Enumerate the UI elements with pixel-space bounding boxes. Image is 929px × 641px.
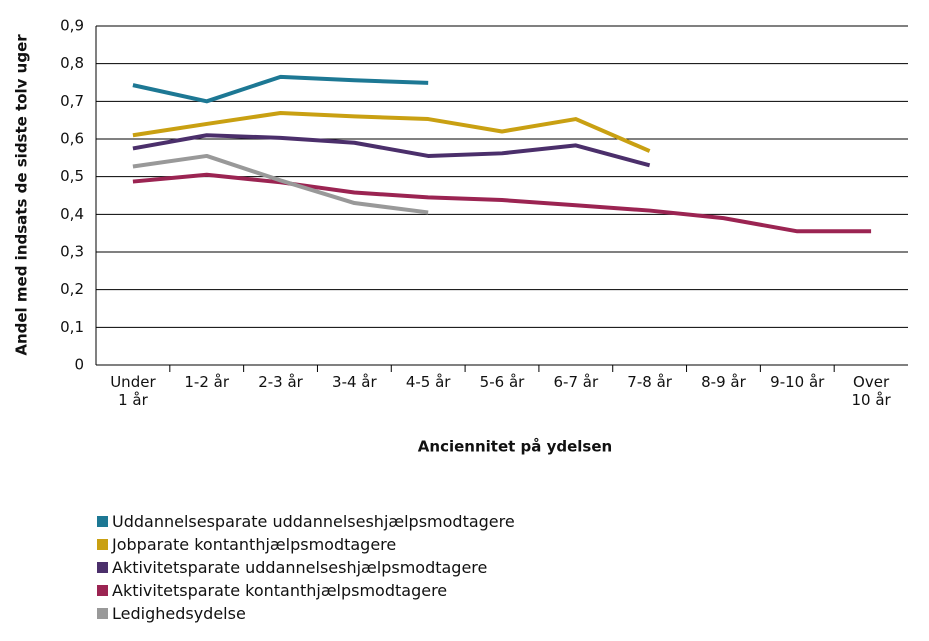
- legend-entry: Aktivitetsparate uddannelseshjælpsmodtag…: [97, 558, 487, 577]
- x-tick-label: 4-5 år: [405, 373, 451, 391]
- legend-label: Jobparate kontanthjælpsmodtagere: [112, 535, 397, 554]
- x-tick-label: 3-4 år: [332, 373, 377, 391]
- y-tick-label: 0,6: [60, 130, 84, 148]
- series-line: [132, 111, 651, 153]
- y-tick-label: 0,7: [60, 92, 84, 110]
- legend-entry: Ledighedsydelse: [97, 604, 246, 623]
- legend-entry: Uddannelsesparate uddannelseshjælpsmodta…: [97, 512, 515, 531]
- y-tick-label: 0,3: [60, 243, 84, 261]
- legend-swatch: [97, 539, 108, 550]
- x-tick-label: 6-7 år: [553, 373, 599, 391]
- x-tick-label: 7-8 år: [627, 373, 672, 391]
- y-axis-label: Andel med indsats de sidste tolv uger: [13, 34, 31, 356]
- x-tick-label: 2-3 år: [258, 373, 303, 391]
- legend-entry: Jobparate kontanthjælpsmodtagere: [97, 535, 396, 554]
- y-tick-label: 0,8: [60, 54, 84, 72]
- x-tick-label: Over 10 år: [851, 373, 891, 409]
- y-tick-label: 0,9: [60, 17, 84, 35]
- y-tick-label: 0,1: [60, 318, 84, 336]
- series-line: [132, 172, 872, 234]
- series-line: [132, 153, 429, 215]
- legend-label: Aktivitetsparate uddannelseshjælpsmodtag…: [112, 558, 488, 577]
- y-tick-label: 0: [74, 356, 84, 374]
- x-tick-label: 9-10 år: [770, 373, 825, 391]
- y-tick-label: 0,4: [60, 205, 84, 223]
- legend-label: Uddannelsesparate uddannelseshjælpsmodta…: [112, 512, 515, 531]
- legend-swatch: [97, 516, 108, 527]
- x-tick-label: 1-2 år: [184, 373, 230, 391]
- x-tick-label: 8-9 år: [701, 373, 746, 391]
- legend-swatch: [97, 608, 108, 619]
- x-tick-label: 5-6 år: [479, 373, 525, 391]
- legend-swatch: [97, 562, 108, 573]
- series-line: [132, 133, 651, 168]
- legend-label: Aktivitetsparate kontanthjælpsmodtagere: [112, 581, 448, 600]
- series-line: [132, 74, 429, 104]
- x-axis-label: Anciennitet på ydelsen: [418, 438, 612, 456]
- legend-entry: Aktivitetsparate kontanthjælpsmodtagere: [97, 581, 447, 600]
- y-tick-label: 0,2: [60, 280, 84, 298]
- y-tick-label: 0,5: [60, 167, 84, 185]
- legend-label: Ledighedsydelse: [112, 604, 246, 623]
- legend-swatch: [97, 585, 108, 596]
- x-tick-label: Under 1 år: [110, 373, 156, 409]
